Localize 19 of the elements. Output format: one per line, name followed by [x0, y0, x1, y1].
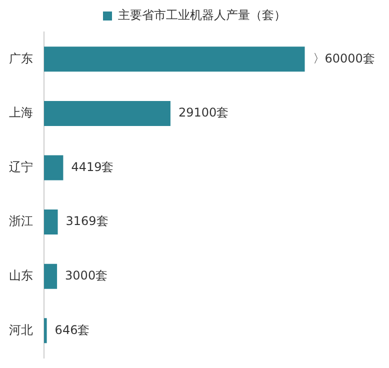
bar	[44, 210, 58, 235]
y-tick-label: 广东	[9, 51, 33, 66]
bar	[44, 46, 305, 72]
data-label: 〉60000套	[312, 51, 375, 66]
data-label: 646套	[54, 322, 90, 337]
y-tick-label: 山东	[9, 268, 33, 282]
bar	[44, 318, 47, 344]
data-label: 3169套	[66, 214, 108, 228]
y-tick-label: 河北	[9, 322, 33, 337]
bar	[44, 264, 58, 289]
y-tick-label: 上海	[9, 106, 33, 120]
bar	[44, 155, 64, 180]
bar	[44, 100, 170, 126]
y-tick-label: 浙江	[9, 214, 33, 228]
data-label: 3000套	[65, 268, 108, 282]
data-label: 4419套	[71, 160, 114, 174]
data-label: 29100套	[178, 106, 229, 120]
legend-label: 主要省市工业机器人产量（套）	[118, 8, 286, 22]
y-tick-label: 辽宁	[9, 160, 33, 174]
